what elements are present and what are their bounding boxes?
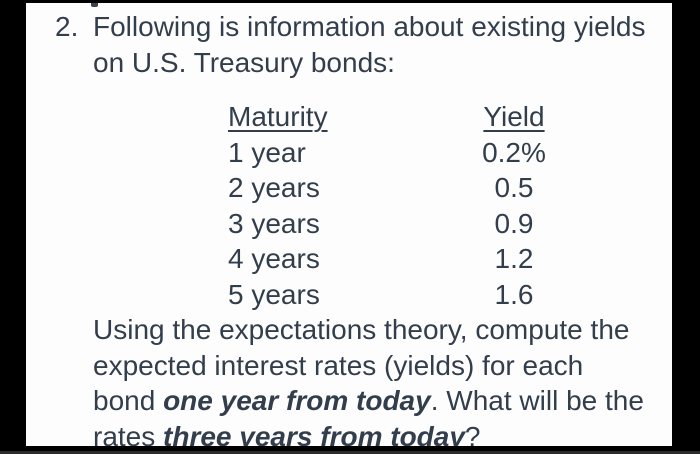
table-row: 2 years 0.5 bbox=[228, 170, 573, 206]
cropped-text-remnant bbox=[91, 3, 98, 7]
maturity-cell: 1 year bbox=[228, 136, 306, 168]
intro-line-1: Following is information about existing … bbox=[93, 11, 646, 42]
question-number: 2. bbox=[55, 11, 79, 42]
question-intro: Following is information about existing … bbox=[93, 9, 672, 80]
question-item: 2. Following is information about existi… bbox=[26, 3, 672, 446]
table-row: 5 years 1.6 bbox=[228, 277, 573, 313]
yield-cell: 0.9 bbox=[494, 207, 534, 239]
yields-table: Maturity Yield 1 year 0.2% 2 years 0.5 bbox=[228, 99, 573, 312]
table-row: 1 year 0.2% bbox=[228, 135, 573, 171]
yield-cell: 1.2 bbox=[494, 243, 534, 274]
task-line-1: Using the expectations theory, compute t… bbox=[93, 314, 630, 345]
table-row: 4 years 1.2 bbox=[228, 241, 573, 277]
task-line-3-suffix: . What will be the bbox=[430, 385, 644, 416]
bottom-bar-highlight bbox=[0, 451, 700, 454]
intro-line-2: on U.S. Treasury bonds: bbox=[93, 46, 395, 78]
table-row: 3 years 0.9 bbox=[228, 206, 573, 242]
task-line-4-prefix: rates bbox=[93, 420, 164, 447]
yield-header: Yield bbox=[483, 101, 545, 132]
maturity-cell: 5 years bbox=[228, 278, 320, 310]
yield-cell: 0.5 bbox=[494, 172, 534, 203]
maturity-header: Maturity bbox=[228, 101, 328, 132]
three-years-from-today-emphasis: three years from today bbox=[163, 420, 465, 447]
document-page: 2. Following is information about existi… bbox=[26, 3, 672, 446]
table-header-row: Maturity Yield bbox=[228, 99, 573, 135]
task-line-3-prefix: bond bbox=[93, 385, 164, 416]
one-year-from-today-emphasis: one year from today bbox=[163, 385, 431, 416]
task-line-4-suffix: ? bbox=[464, 420, 481, 447]
maturity-cell: 4 years bbox=[228, 243, 320, 274]
question-task: Using the expectations theory, compute t… bbox=[93, 312, 672, 446]
maturity-cell: 2 years bbox=[228, 172, 320, 203]
yield-cell: 1.6 bbox=[494, 278, 534, 310]
maturity-cell: 3 years bbox=[228, 207, 320, 239]
yield-cell: 0.2% bbox=[482, 136, 546, 168]
question-body: Following is information about existing … bbox=[93, 9, 672, 446]
task-line-2: expected interest rates (yields) for eac… bbox=[93, 349, 584, 381]
